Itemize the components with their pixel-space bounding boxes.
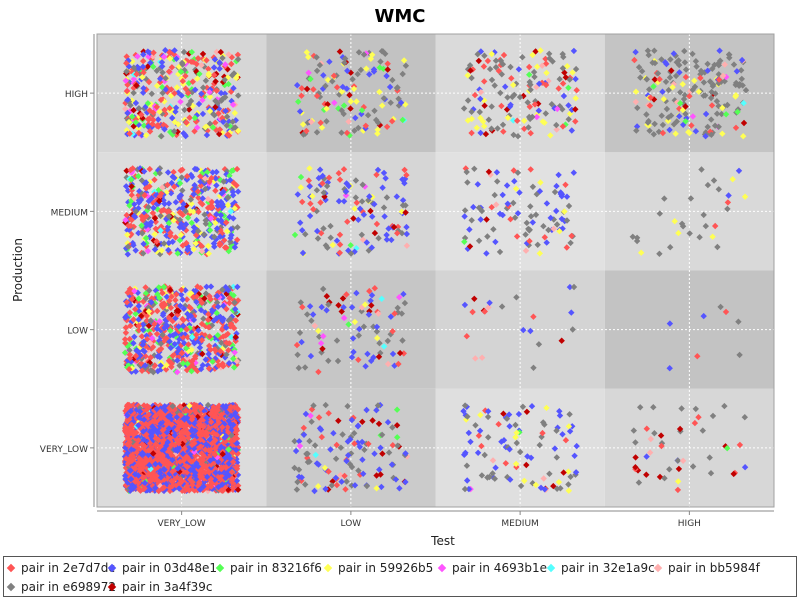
point-pair-in-2e7d7dc (130, 401, 137, 408)
point-pair-in-2e7d7dc (168, 477, 175, 485)
point-pair-in-03d48e1 (189, 432, 196, 439)
point-pair-in-2e7d7dc (195, 422, 202, 429)
point-pair-in-03d48e1 (204, 418, 211, 426)
point-pair-in-2e7d7dc (137, 460, 144, 468)
point-pair-in-2e7d7dc (200, 423, 207, 430)
point-pair-in-e698972 (228, 432, 235, 439)
point-pair-in-03d48e1 (157, 420, 165, 427)
point-pair-in-2e7d7dc (159, 427, 166, 434)
point-pair-in-03d48e1 (201, 408, 208, 415)
point-pair-in-2e7d7dc (176, 458, 184, 465)
point-pair-in-2e7d7dc (227, 403, 235, 411)
point-pair-in-2e7d7dc (133, 449, 140, 456)
point-pair-in-03d48e1 (136, 408, 144, 415)
point-pair-in-2e7d7dc (189, 479, 196, 486)
point-pair-in-03d48e1 (232, 467, 239, 474)
point-pair-in-03d48e1 (162, 407, 169, 414)
point-pair-in-03d48e1 (127, 467, 134, 474)
point-pair-in-2e7d7dc (219, 424, 226, 431)
point-pair-in-2e7d7dc (230, 485, 237, 492)
point-pair-in-2e7d7dc (134, 479, 142, 486)
point-pair-in-4693b1e (191, 448, 198, 456)
point-pair-in-03d48e1 (200, 483, 207, 490)
point-pair-in-2e7d7dc (218, 465, 225, 473)
point-pair-in-2e7d7dc (166, 420, 173, 428)
point-pair-in-e698972 (136, 404, 144, 412)
point-pair-in-03d48e1 (174, 445, 182, 453)
point-pair-in-2e7d7dc (168, 452, 176, 459)
point-pair-in-03d48e1 (124, 449, 131, 457)
point-pair-in-2e7d7dc (140, 402, 148, 409)
point-pair-in-03d48e1 (190, 445, 198, 452)
point-pair-in-2e7d7dc (128, 450, 136, 457)
point-pair-in-2e7d7dc (211, 445, 219, 452)
point-pair-in-2e7d7dc (124, 460, 132, 467)
point-pair-in-03d48e1 (233, 477, 241, 484)
point-pair-in-03d48e1 (233, 459, 241, 466)
point-pair-in-2e7d7dc (152, 457, 159, 464)
point-pair-in-03d48e1 (200, 479, 208, 486)
point-pair-in-03d48e1 (135, 422, 142, 429)
point-pair-in-2e7d7dc (161, 412, 168, 419)
point-pair-in-2e7d7dc (157, 414, 165, 422)
point-pair-in-03d48e1 (155, 461, 163, 468)
point-pair-in-03d48e1 (124, 412, 131, 419)
point-pair-in-03d48e1 (176, 485, 183, 492)
point-pair-in-2e7d7dc (159, 409, 166, 416)
chart-title: WMC (375, 6, 426, 27)
point-pair-in-2e7d7dc (191, 487, 198, 494)
point-pair-in-2e7d7dc (208, 483, 215, 490)
point-pair-in-2e7d7dc (124, 418, 131, 425)
point-pair-in-2e7d7dc (132, 443, 139, 450)
point-pair-in-2e7d7dc (233, 463, 240, 470)
point-pair-in-2e7d7dc (135, 437, 142, 444)
point-pair-in-2e7d7dc (136, 486, 143, 493)
point-pair-in-2e7d7dc (231, 404, 238, 411)
data-points (121, 47, 750, 495)
point-pair-in-03d48e1 (219, 403, 227, 410)
point-pair-in-03d48e1 (227, 412, 235, 420)
point-pair-in-03d48e1 (128, 446, 135, 453)
point-pair-in-2e7d7dc (140, 474, 148, 481)
